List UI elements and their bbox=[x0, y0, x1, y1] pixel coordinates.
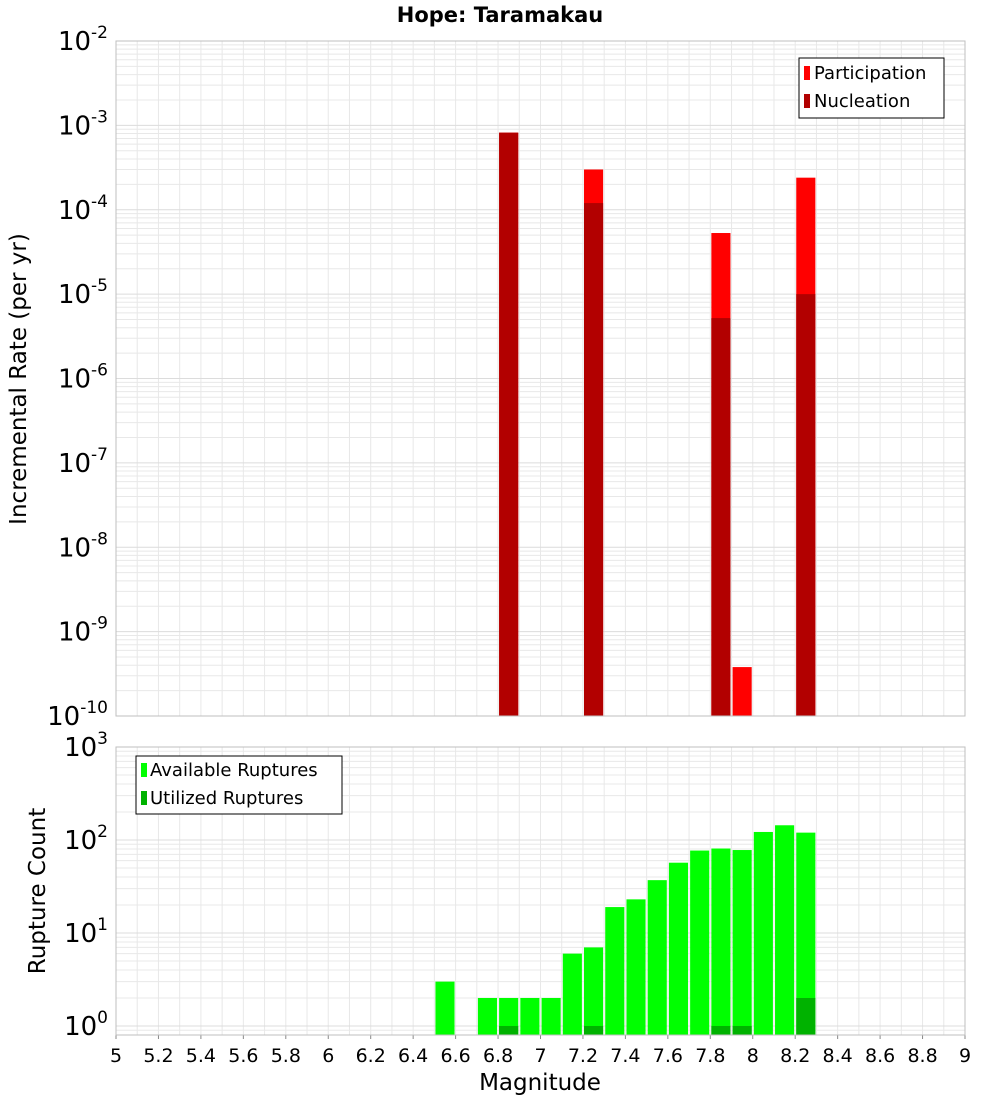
bottom-bar-series1 bbox=[647, 880, 667, 1035]
bottom-bar-series1 bbox=[541, 997, 561, 1035]
bottom-bar-series2 bbox=[499, 1025, 519, 1035]
top-bar-series2 bbox=[584, 203, 604, 716]
bottom-bar-series1 bbox=[520, 997, 540, 1035]
bottom-legend-box bbox=[135, 755, 343, 815]
x-tick-label: 6.6 bbox=[440, 1045, 470, 1067]
bottom-y-tick-label: 101 bbox=[64, 915, 108, 949]
x-tick-label: 7.2 bbox=[568, 1045, 598, 1067]
bottom-bar-series1 bbox=[499, 997, 519, 1035]
bottom-bars bbox=[435, 825, 816, 1035]
top-y-tick-label: 10-6 bbox=[58, 361, 108, 395]
bottom-bar-series1 bbox=[796, 832, 816, 1035]
top-plot-frame bbox=[115, 40, 966, 717]
x-axis-label: Magnitude bbox=[479, 1070, 601, 1096]
top-y-tick-label: 10-5 bbox=[58, 276, 108, 310]
x-tick-label: 6.8 bbox=[483, 1045, 513, 1067]
top-y-tick-label: 10-2 bbox=[58, 23, 108, 57]
top-y-tick-label: 10-3 bbox=[58, 107, 108, 141]
legend-available-swatch bbox=[141, 763, 147, 777]
top-legend-box bbox=[798, 57, 945, 119]
bottom-y-axis-label: Rupture Count bbox=[25, 808, 51, 974]
bottom-bar-series1 bbox=[435, 981, 455, 1035]
bottom-bar-series1 bbox=[477, 997, 497, 1035]
top-y-axis-label: Incremental Rate (per yr) bbox=[6, 233, 32, 525]
x-tick-label: 8.8 bbox=[907, 1045, 937, 1067]
top-y-tick-label: 10-7 bbox=[58, 445, 108, 479]
x-tick-label: 7.6 bbox=[653, 1045, 683, 1067]
legend-nucleation-swatch bbox=[804, 94, 810, 108]
bottom-bar-series1 bbox=[690, 850, 710, 1035]
x-tick-label: 8.4 bbox=[823, 1045, 853, 1067]
top-y-tick-label: 10-4 bbox=[58, 192, 108, 226]
top-grid bbox=[115, 40, 966, 717]
top-y-tick-labels: 10-10 10-9 10-8 10-7 10-6 10-5 10-4 10-3 10-2 bbox=[47, 23, 108, 732]
x-tick-label: 7.8 bbox=[695, 1045, 725, 1067]
legend-nucleation-label: Nucleation bbox=[814, 91, 910, 112]
legend-utilized-swatch bbox=[141, 791, 147, 805]
bottom-bar-series2 bbox=[711, 1025, 731, 1035]
x-tick-label: 8.6 bbox=[865, 1045, 895, 1067]
bottom-y-tick-label: 102 bbox=[64, 822, 108, 856]
bottom-bar-series1 bbox=[605, 907, 625, 1035]
top-panel: 10-10 10-9 10-8 10-7 10-6 10-5 10-4 10-3 10-2 In… bbox=[6, 23, 966, 732]
top-bars bbox=[499, 132, 816, 716]
x-tick-label: 5.4 bbox=[186, 1045, 216, 1067]
top-bar-series2 bbox=[499, 132, 519, 716]
x-tick-label: 5.6 bbox=[228, 1045, 258, 1067]
bottom-y-tick-labels: 100 101 102 103 bbox=[64, 729, 108, 1042]
x-tick-label: 8.2 bbox=[780, 1045, 810, 1067]
legend-participation-label: Participation bbox=[814, 63, 926, 84]
top-bar-series1 bbox=[732, 667, 752, 716]
x-tick-label: 5.2 bbox=[143, 1045, 173, 1067]
x-tick-label: 6.2 bbox=[356, 1045, 386, 1067]
x-tick-label: 8 bbox=[747, 1045, 759, 1067]
top-bar-series2 bbox=[711, 318, 731, 716]
bottom-panel: 100 101 102 103 5 5.2 5.4 5.6 5.8 6 6.2 6.4 6.6 6.8 7… bbox=[25, 729, 971, 1096]
bottom-plot-frame bbox=[115, 746, 966, 1036]
chart-title: Hope: Taramakau bbox=[397, 3, 603, 27]
bottom-bar-series1 bbox=[775, 825, 795, 1035]
bottom-legend: Available Ruptures Utilized Ruptures bbox=[135, 755, 343, 815]
bottom-bar-series2 bbox=[796, 997, 816, 1035]
x-tick-labels: 5 5.2 5.4 5.6 5.8 6 6.2 6.4 6.6 6.8 7 7.2 7.4 7.6 7.8 8… bbox=[110, 1035, 971, 1067]
bottom-bar-series1 bbox=[711, 848, 731, 1035]
legend-available-label: Available Ruptures bbox=[150, 760, 318, 781]
x-tick-label: 5 bbox=[110, 1045, 122, 1067]
x-tick-label: 7.4 bbox=[610, 1045, 640, 1067]
bottom-bar-series1 bbox=[753, 831, 773, 1035]
bottom-y-tick-label: 103 bbox=[64, 729, 108, 763]
top-bar-series2 bbox=[796, 294, 816, 716]
bottom-bar-series1 bbox=[668, 862, 689, 1035]
bottom-bar-series1 bbox=[562, 953, 582, 1035]
bottom-bar-series1 bbox=[732, 850, 752, 1035]
x-tick-label: 5.8 bbox=[271, 1045, 301, 1067]
bottom-bar-series2 bbox=[732, 1025, 752, 1035]
top-y-tick-label: 10-10 bbox=[47, 698, 108, 732]
x-tick-label: 6 bbox=[322, 1045, 334, 1067]
top-y-tick-label: 10-8 bbox=[58, 529, 108, 563]
legend-participation-swatch bbox=[804, 66, 810, 80]
top-legend: Participation Nucleation bbox=[798, 57, 945, 119]
top-y-tick-label: 10-9 bbox=[58, 614, 108, 648]
x-tick-label: 6.4 bbox=[398, 1045, 428, 1067]
legend-utilized-label: Utilized Ruptures bbox=[150, 788, 303, 809]
bottom-bar-series2 bbox=[584, 1025, 604, 1035]
x-tick-label: 9 bbox=[959, 1045, 971, 1067]
x-tick-label: 7 bbox=[534, 1045, 546, 1067]
bottom-bar-series1 bbox=[584, 947, 604, 1035]
bottom-y-tick-label: 100 bbox=[64, 1008, 108, 1042]
bottom-bar-series1 bbox=[626, 899, 646, 1035]
